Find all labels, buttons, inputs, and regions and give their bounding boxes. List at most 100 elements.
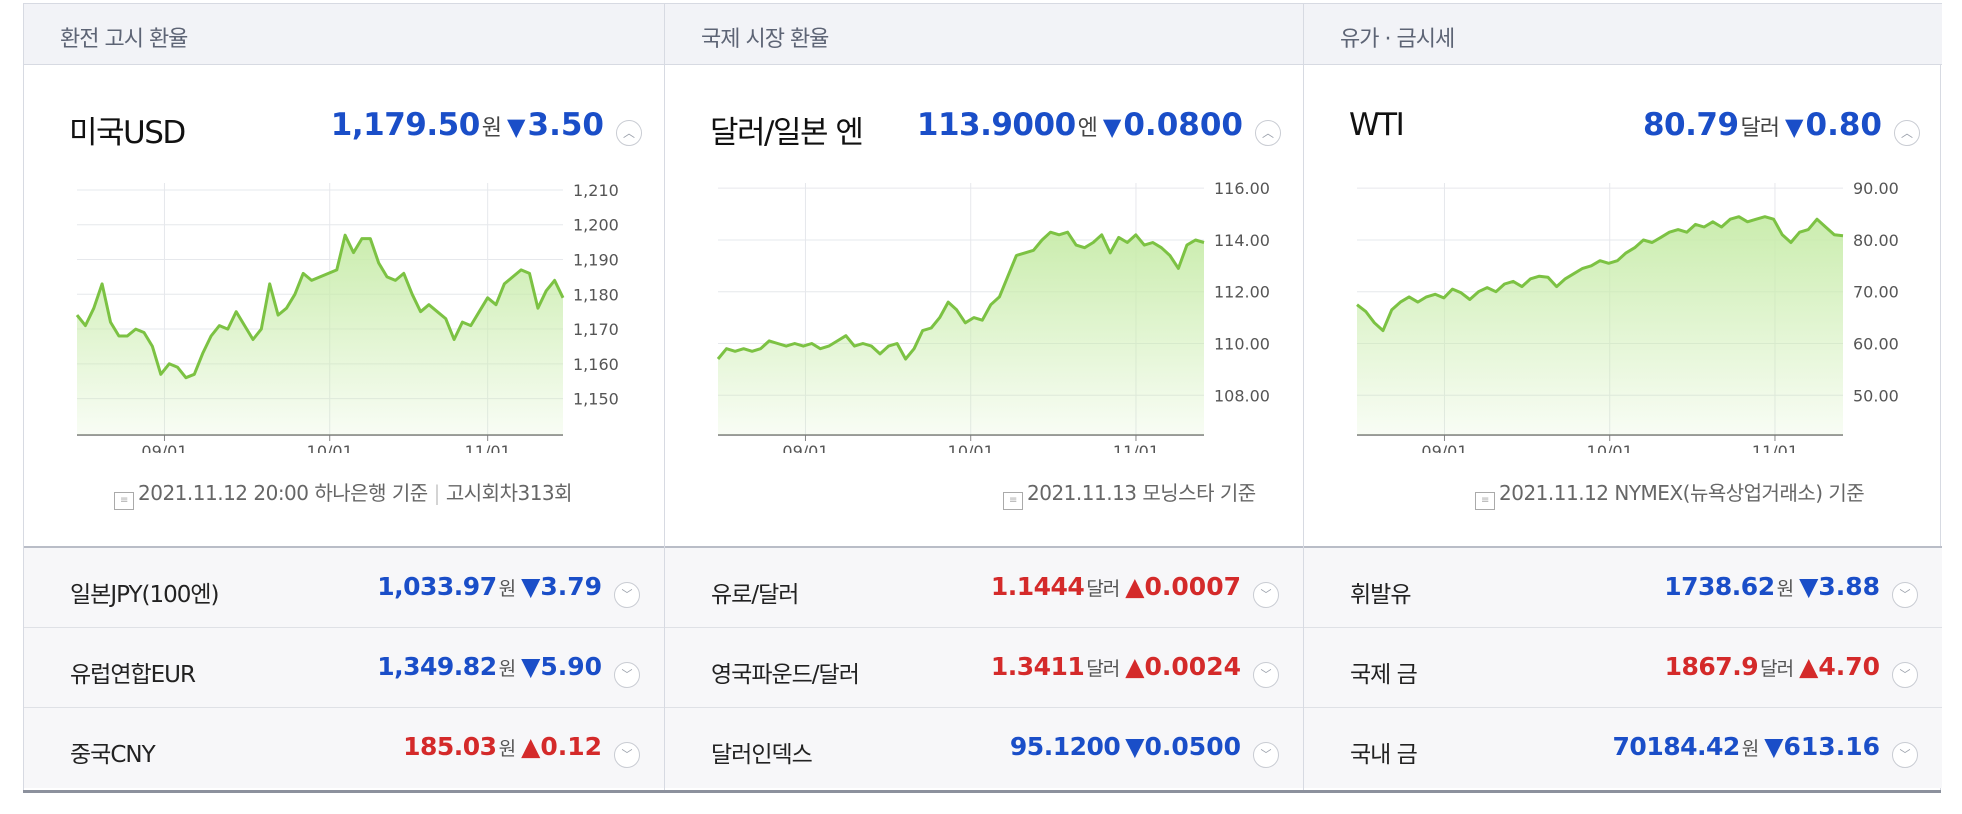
chevron-up-icon[interactable]: ︿	[1894, 120, 1920, 146]
series-line	[716, 230, 1205, 361]
area-fill	[77, 235, 563, 435]
row-change: ▼5.90	[521, 652, 602, 681]
chevron-down-icon[interactable]: ﹀	[1892, 742, 1918, 768]
quote-value: 113.9000	[916, 107, 1076, 143]
change-value: 3.50	[527, 107, 605, 143]
row-name[interactable]: 휘발유	[1350, 582, 1411, 608]
row-unit: 달러	[1086, 578, 1120, 600]
chevron-down-icon[interactable]: ﹀	[1253, 742, 1279, 768]
panel-header[interactable]: 환전 고시 환율	[24, 3, 664, 65]
usd-trend-chart: 1,150 1,160 1,170 1,180 1,190 1,200 1,210 09/01…	[75, 181, 619, 453]
row-unit: 원	[1741, 738, 1760, 760]
quote-row-gbpusd[interactable]: 영국파운드/달러 1.3411 달러 ▲0.0024 ﹀	[665, 628, 1303, 708]
main-quote-name[interactable]: 달러/일본 엔	[710, 115, 864, 151]
chevron-down-icon[interactable]: ﹀	[614, 662, 640, 688]
y-tick-label: 1,190	[573, 251, 619, 270]
main-quote[interactable]: 미국USD 1,179.50 원 ▼3.50 ︿	[24, 107, 664, 151]
arrow-down-icon: ▼	[521, 652, 541, 681]
row-value-group: 70184.42 원 ▼613.16 ﹀	[1613, 732, 1918, 768]
y-tick-label: 70.00	[1853, 283, 1899, 302]
panel-international-market: 국제 시장 환율 달러/일본 엔 113.9000 엔 ▼0.0800 ︿ 10…	[664, 3, 1303, 793]
y-tick-label: 1,170	[573, 320, 619, 339]
row-change: ▼3.88	[1799, 572, 1880, 601]
row-change-value: 613.16	[1783, 732, 1880, 761]
row-change-value: 4.70	[1818, 652, 1880, 681]
row-name[interactable]: 국내 금	[1350, 742, 1418, 768]
row-name[interactable]: 일본JPY(100엔)	[70, 582, 220, 608]
row-change-value: 0.0024	[1144, 652, 1241, 681]
x-tick-label: 09/01	[782, 442, 828, 453]
quote-row-cny[interactable]: 중국CNY 185.03 원 ▲0.12 ﹀	[24, 708, 664, 788]
row-unit: 달러	[1760, 658, 1794, 680]
panel-header[interactable]: 국제 시장 환율	[665, 3, 1303, 65]
document-icon: ≡	[1475, 492, 1495, 510]
arrow-up-icon: ▲	[1125, 572, 1145, 601]
main-quote-name[interactable]: 미국USD	[69, 115, 186, 151]
row-unit: 원	[1776, 578, 1795, 600]
source-text: 2021.11.12 20:00 하나은행 기준	[138, 481, 428, 505]
divider: |	[433, 481, 441, 505]
panel-exchange-notice: 환전 고시 환율 미국USD 1,179.50 원 ▼3.50 ︿ 1,150 1…	[24, 3, 664, 793]
row-change-value: 5.90	[540, 652, 602, 681]
row-name[interactable]: 중국CNY	[70, 742, 156, 768]
chevron-down-icon[interactable]: ﹀	[1253, 582, 1279, 608]
y-tick-label: 1,150	[573, 390, 619, 409]
row-change: ▼613.16	[1764, 732, 1880, 761]
bottom-divider	[23, 790, 1941, 793]
chevron-down-icon[interactable]: ﹀	[614, 742, 640, 768]
y-tick-label: 90.00	[1853, 179, 1899, 198]
chevron-down-icon[interactable]: ﹀	[1892, 582, 1918, 608]
area-fill	[718, 232, 1204, 435]
arrow-down-icon: ▼	[1125, 732, 1145, 761]
chevron-down-icon[interactable]: ﹀	[614, 582, 640, 608]
quote-value: 80.79	[1642, 107, 1739, 143]
main-quote[interactable]: WTI 80.79 달러 ▼0.80 ︿	[1304, 107, 1942, 147]
row-change: ▲0.0024	[1125, 652, 1241, 681]
quote-row-dxy[interactable]: 달러인덱스 95.1200 ▼0.0500 ﹀	[665, 708, 1303, 788]
arrow-down-icon: ▼	[1799, 572, 1819, 601]
quote-row-gasoline[interactable]: 휘발유 1738.62 원 ▼3.88 ﹀	[1304, 548, 1942, 628]
quote-list: 휘발유 1738.62 원 ▼3.88 ﹀ 국제 금 1867.9 달러 ▲4.…	[1304, 546, 1942, 788]
change-value: 0.0800	[1123, 107, 1243, 143]
change-value: 0.80	[1805, 107, 1883, 143]
row-value-group: 95.1200 ▼0.0500 ﹀	[1010, 732, 1279, 768]
arrow-up-icon: ▲	[1799, 652, 1819, 681]
row-value: 1,033.97	[377, 572, 497, 601]
panel-header[interactable]: 유가 · 금시세	[1304, 3, 1942, 65]
chevron-up-icon[interactable]: ︿	[616, 120, 642, 146]
chevron-up-icon[interactable]: ︿	[1255, 120, 1281, 146]
quote-row-jpy[interactable]: 일본JPY(100엔) 1,033.97 원 ▼3.79 ﹀	[24, 548, 664, 628]
quote-row-eurusd[interactable]: 유로/달러 1.1444 달러 ▲0.0007 ﹀	[665, 548, 1303, 628]
chevron-down-icon[interactable]: ﹀	[1253, 662, 1279, 688]
row-unit: 원	[498, 578, 517, 600]
row-value: 1738.62	[1664, 572, 1775, 601]
jpy-trend-chart: 108.00 110.00 112.00 114.00 116.00 09/01 10/01…	[716, 179, 1270, 453]
row-unit: 원	[498, 738, 517, 760]
arrow-down-icon: ▼	[1102, 113, 1122, 141]
row-name[interactable]: 달러인덱스	[711, 742, 813, 768]
row-name[interactable]: 유럽연합EUR	[70, 662, 196, 688]
arrow-up-icon: ▲	[1125, 652, 1145, 681]
main-quote-name[interactable]: WTI	[1349, 107, 1405, 143]
row-name[interactable]: 유로/달러	[711, 582, 799, 608]
x-tick-label: 09/01	[141, 442, 187, 453]
quote-row-domestic-gold[interactable]: 국내 금 70184.42 원 ▼613.16 ﹀	[1304, 708, 1942, 788]
row-value-group: 1.1444 달러 ▲0.0007 ﹀	[991, 572, 1279, 608]
row-change-value: 3.79	[540, 572, 602, 601]
row-name[interactable]: 국제 금	[1350, 662, 1418, 688]
quote-row-eur[interactable]: 유럽연합EUR 1,349.82 원 ▼5.90 ﹀	[24, 628, 664, 708]
row-name[interactable]: 영국파운드/달러	[711, 662, 860, 688]
main-quote[interactable]: 달러/일본 엔 113.9000 엔 ▼0.0800 ︿	[665, 107, 1303, 151]
arrow-up-icon: ▲	[521, 732, 541, 761]
quote-row-intl-gold[interactable]: 국제 금 1867.9 달러 ▲4.70 ﹀	[1304, 628, 1942, 708]
x-tick-label: 09/01	[1421, 442, 1467, 453]
arrow-down-icon: ▼	[507, 113, 526, 141]
source-text: 2021.11.13 모닝스타 기준	[1027, 481, 1256, 505]
chevron-down-icon[interactable]: ﹀	[1892, 662, 1918, 688]
y-tick-label: 114.00	[1214, 231, 1270, 250]
source-text: 2021.11.12 NYMEX(뉴욕상업거래소) 기준	[1499, 481, 1865, 505]
quote-change: ▼0.0800	[1103, 107, 1243, 143]
quote-unit: 원	[481, 116, 502, 141]
quote-change: ▼3.50	[507, 107, 604, 143]
quote-unit: 엔	[1077, 116, 1098, 141]
